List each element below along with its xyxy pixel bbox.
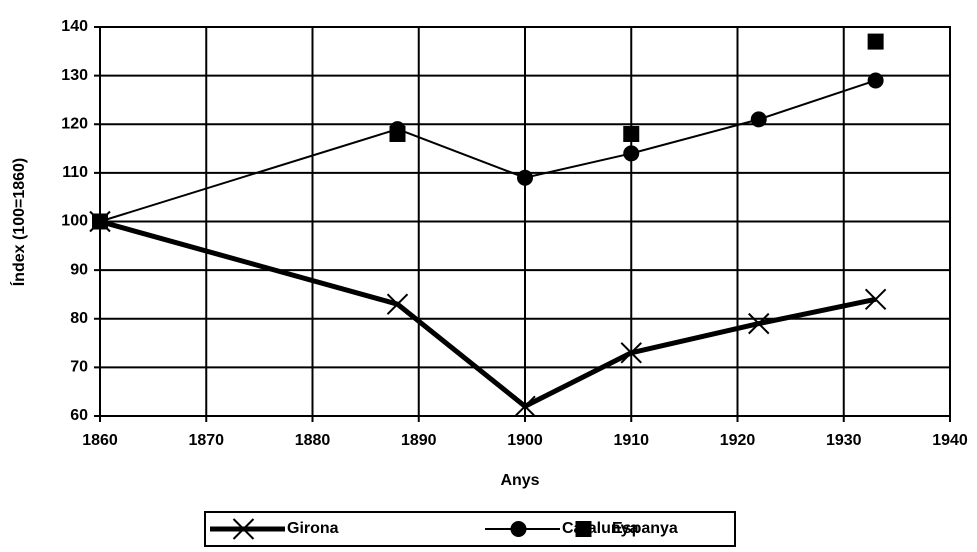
legend-box bbox=[204, 511, 736, 547]
y-tick-label: 90 bbox=[70, 261, 88, 278]
x-tick-label: 1930 bbox=[826, 432, 862, 449]
legend-marker bbox=[575, 521, 592, 537]
x-tick-label: 1900 bbox=[507, 432, 543, 449]
x-tick-label: 1920 bbox=[720, 432, 756, 449]
data-point bbox=[389, 125, 406, 142]
x-tick-label: 1890 bbox=[401, 432, 437, 449]
y-tick-label: 140 bbox=[61, 18, 88, 35]
data-point bbox=[620, 342, 642, 364]
y-axis-title: Índex (100=1860) bbox=[9, 158, 28, 287]
y-tick-label: 130 bbox=[61, 67, 88, 84]
x-axis-title: Anys bbox=[500, 472, 539, 489]
x-tick-label: 1860 bbox=[82, 432, 118, 449]
legend-marker bbox=[232, 518, 255, 540]
y-tick-label: 100 bbox=[61, 213, 88, 230]
data-point bbox=[386, 293, 409, 315]
data-point bbox=[867, 72, 884, 89]
y-tick-label: 70 bbox=[70, 359, 88, 376]
data-point bbox=[92, 213, 108, 230]
data-point bbox=[517, 169, 533, 186]
data-point bbox=[623, 125, 640, 142]
y-tick-label: 120 bbox=[61, 115, 88, 132]
data-point bbox=[864, 288, 887, 311]
y-tick-label: 80 bbox=[70, 310, 88, 327]
x-tick-label: 1940 bbox=[932, 432, 968, 449]
legend-label: Espanya bbox=[612, 520, 678, 537]
x-tick-label: 1910 bbox=[613, 432, 649, 449]
data-point bbox=[867, 33, 884, 50]
data-point bbox=[750, 111, 767, 128]
legend-label: Girona bbox=[287, 520, 339, 537]
data-point bbox=[514, 395, 536, 417]
y-tick-label: 110 bbox=[62, 164, 88, 181]
series-line bbox=[99, 79, 876, 223]
x-tick-label: 1870 bbox=[188, 432, 224, 449]
data-point bbox=[748, 312, 770, 335]
series-line bbox=[99, 219, 877, 410]
legend-marker bbox=[510, 521, 527, 537]
y-tick-label: 60 bbox=[70, 407, 88, 424]
x-tick-label: 1880 bbox=[295, 432, 331, 449]
data-point bbox=[623, 145, 640, 162]
